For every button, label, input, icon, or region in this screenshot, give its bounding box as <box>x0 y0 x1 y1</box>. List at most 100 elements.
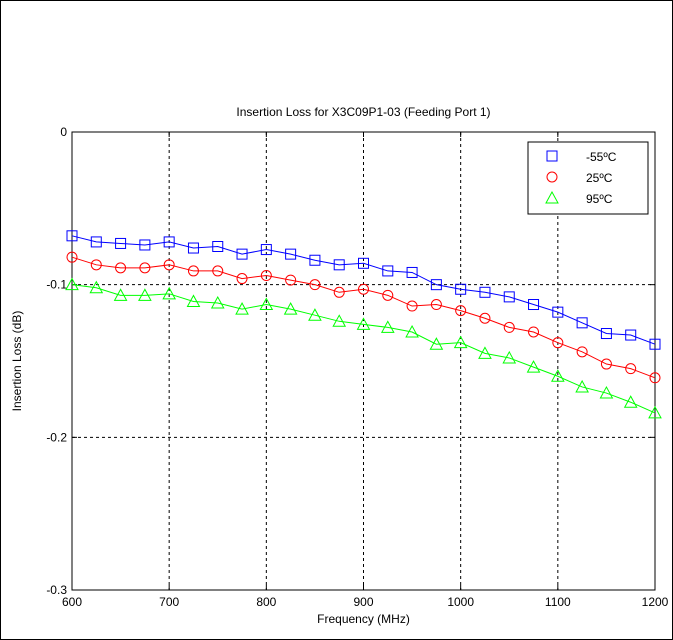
data-point <box>625 363 637 375</box>
data-point <box>332 314 347 327</box>
data-point <box>550 369 565 382</box>
data-point <box>649 338 661 350</box>
x-tick-label: 1100 <box>545 595 571 609</box>
data-point <box>479 286 491 298</box>
data-point <box>455 283 467 295</box>
y-tick-label: -0.3 <box>46 583 67 597</box>
data-point <box>113 288 128 301</box>
data-point <box>600 328 612 340</box>
data-point <box>576 317 588 329</box>
data-point <box>453 335 468 349</box>
data-point <box>66 251 78 263</box>
legend-marker <box>546 150 558 162</box>
data-point <box>235 302 249 315</box>
data-point <box>430 279 442 291</box>
x-tick-label: 800 <box>256 595 276 609</box>
data-series <box>65 230 662 419</box>
data-point <box>599 386 614 399</box>
data-point <box>406 300 418 312</box>
data-point <box>503 291 515 303</box>
data-point <box>210 295 225 309</box>
data-point <box>552 337 564 349</box>
data-point <box>260 270 272 282</box>
data-point <box>382 265 394 277</box>
legend: -55ºC 25ºC 95ºC <box>527 141 649 215</box>
series-1 <box>66 251 661 384</box>
data-point <box>649 372 661 384</box>
series-line <box>71 235 656 345</box>
data-point <box>90 259 102 271</box>
data-point <box>309 254 321 266</box>
data-point <box>479 312 491 324</box>
y-tick-label: -0.1 <box>46 278 67 292</box>
legend-label: -55ºC <box>586 150 617 164</box>
data-point <box>429 337 444 350</box>
data-point <box>66 230 78 242</box>
data-point <box>236 273 248 285</box>
data-point <box>623 395 638 408</box>
data-point <box>382 289 394 301</box>
y-axis-label: Insertion Loss (dB) <box>10 311 24 412</box>
legend-marker <box>546 171 558 183</box>
data-point <box>405 324 419 338</box>
data-point <box>358 283 369 295</box>
data-point <box>115 262 127 274</box>
legend-label: 95ºC <box>586 192 613 206</box>
data-point <box>600 358 612 370</box>
data-point <box>89 280 104 294</box>
x-tick-label: 1200 <box>642 595 669 609</box>
x-axis-label: Frequency (MHz) <box>317 612 410 626</box>
data-point <box>478 346 492 359</box>
data-point <box>502 350 517 364</box>
legend-label: 25ºC <box>586 171 613 185</box>
data-point <box>528 299 540 311</box>
data-point <box>285 248 297 260</box>
x-tick-label: 900 <box>353 595 373 609</box>
data-point <box>503 321 515 333</box>
data-point <box>526 360 541 373</box>
x-tick-label: 1000 <box>447 595 474 609</box>
data-point <box>187 265 199 277</box>
data-point <box>528 326 540 338</box>
data-point <box>285 274 297 286</box>
data-point <box>406 266 418 278</box>
y-tick-label: -0.2 <box>46 430 67 444</box>
data-point <box>90 236 102 248</box>
data-point <box>187 242 199 254</box>
data-point <box>212 241 224 252</box>
data-point <box>648 405 662 419</box>
series-0 <box>66 230 661 350</box>
x-tick-label: 600 <box>62 595 82 609</box>
data-point <box>430 299 442 311</box>
data-point <box>625 329 637 341</box>
data-point <box>380 320 395 333</box>
chart-title: Insertion Loss for X3C09P1-03 (Feeding P… <box>236 105 490 119</box>
data-point <box>356 317 371 330</box>
data-point <box>333 286 345 298</box>
data-point <box>309 279 321 291</box>
series-line <box>71 256 656 379</box>
series-2 <box>65 277 662 419</box>
series-line <box>71 284 656 414</box>
x-tick-label: 700 <box>159 595 179 609</box>
data-point <box>283 302 298 315</box>
data-point <box>212 265 224 277</box>
data-point <box>455 305 467 317</box>
data-point <box>163 236 175 248</box>
data-point <box>115 237 127 249</box>
data-point <box>236 248 248 260</box>
data-point <box>260 244 272 256</box>
legend-marker <box>545 190 559 204</box>
data-point <box>259 297 274 311</box>
y-tick-label: 0 <box>60 125 67 139</box>
data-point <box>139 239 151 251</box>
data-point <box>139 262 151 274</box>
data-point <box>163 259 175 271</box>
data-point <box>358 257 369 269</box>
legend-box <box>527 141 649 215</box>
data-point <box>138 288 152 301</box>
grid-lines <box>72 132 655 590</box>
data-point <box>333 259 345 271</box>
